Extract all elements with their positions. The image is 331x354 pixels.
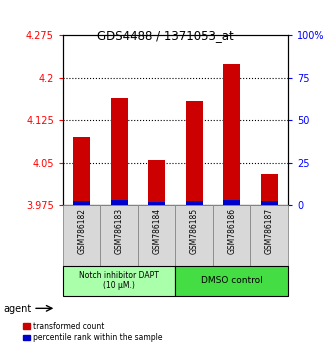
Text: DMSO control: DMSO control — [201, 276, 262, 285]
Bar — [223, 64, 240, 205]
Bar — [63, 205, 100, 266]
Text: agent: agent — [3, 304, 31, 314]
Text: GSM786184: GSM786184 — [152, 208, 161, 255]
Bar — [223, 200, 240, 205]
Bar — [111, 200, 128, 205]
Bar — [148, 202, 165, 205]
Bar — [186, 101, 203, 205]
Bar — [251, 205, 288, 266]
Bar — [148, 160, 165, 205]
Text: GSM786183: GSM786183 — [115, 208, 124, 255]
Bar — [213, 205, 251, 266]
Bar — [175, 205, 213, 266]
Bar — [63, 266, 175, 296]
Text: GDS4488 / 1371053_at: GDS4488 / 1371053_at — [97, 29, 234, 42]
Bar — [138, 205, 175, 266]
Bar — [73, 201, 90, 205]
Bar — [261, 174, 278, 205]
Bar — [100, 205, 138, 266]
Bar — [186, 201, 203, 205]
Text: GSM786182: GSM786182 — [77, 208, 86, 254]
Bar — [261, 201, 278, 205]
Text: GSM786186: GSM786186 — [227, 208, 236, 255]
Text: GSM786187: GSM786187 — [265, 208, 274, 255]
Bar — [111, 98, 128, 205]
Bar — [175, 266, 288, 296]
Text: GSM786185: GSM786185 — [190, 208, 199, 255]
Bar — [73, 137, 90, 205]
Text: Notch inhibitor DAPT
(10 μM.): Notch inhibitor DAPT (10 μM.) — [79, 271, 159, 290]
Legend: transformed count, percentile rank within the sample: transformed count, percentile rank withi… — [21, 319, 166, 345]
